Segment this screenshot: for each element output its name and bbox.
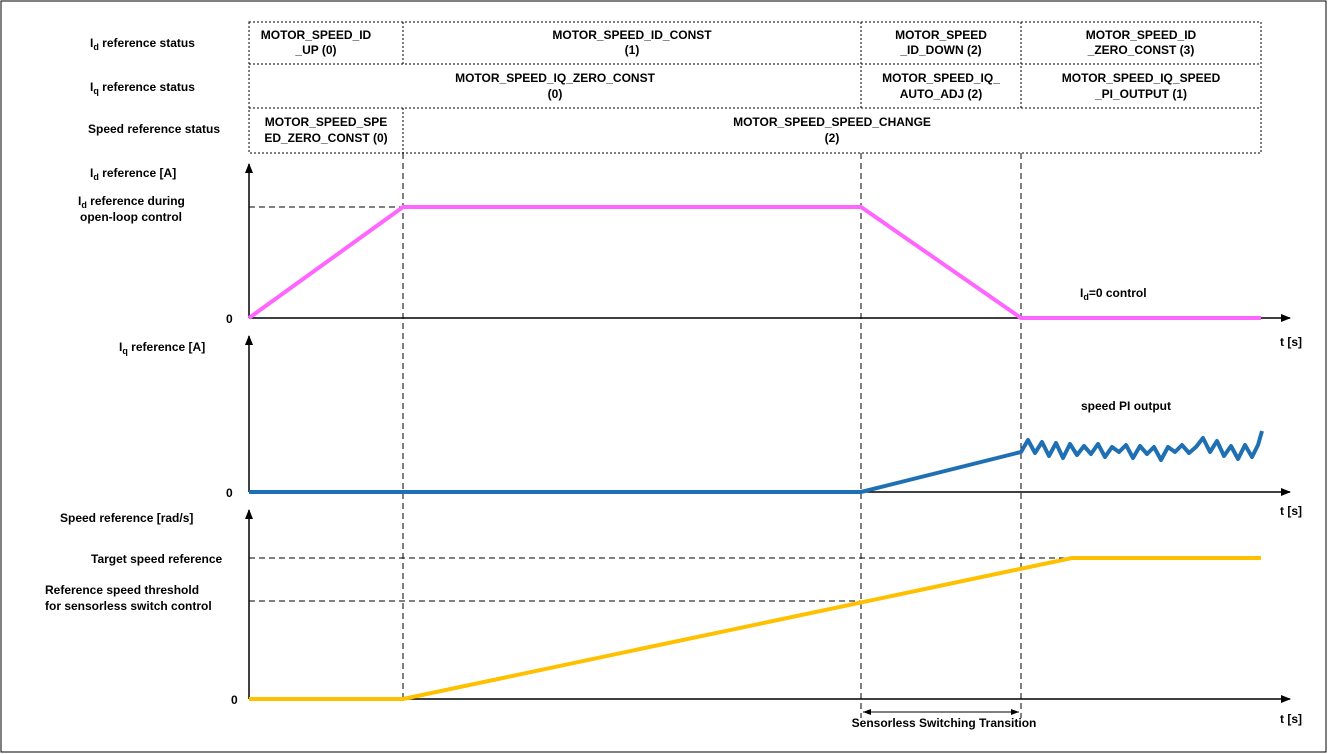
svg-text:MOTOR_SPEED: MOTOR_SPEED xyxy=(895,28,987,42)
id-status-cell-const: MOTOR_SPEED_ID_CONST (1) xyxy=(552,28,712,57)
iq-pi-output-annotation: speed PI output xyxy=(1081,399,1171,413)
svg-text:MOTOR_SPEED_ID_CONST: MOTOR_SPEED_ID_CONST xyxy=(552,28,712,42)
phase-guides xyxy=(402,153,1022,718)
speed-time-label: t [s] xyxy=(1280,712,1302,726)
id-level-label-line2: open-loop control xyxy=(80,210,182,224)
iq-zero-label: 0 xyxy=(226,486,233,500)
id-time-label: t [s] xyxy=(1280,335,1302,349)
speed-status-label: Speed reference status xyxy=(88,122,220,136)
iq-status-cell-pi-output: MOTOR_SPEED_IQ_SPEED _PI_OUTPUT (1) xyxy=(1062,71,1221,101)
svg-text:MOTOR_SPEED_SPEED_CHANGE: MOTOR_SPEED_SPEED_CHANGE xyxy=(733,115,931,129)
id-status-cell-down: MOTOR_SPEED _ID_DOWN (2) xyxy=(895,28,987,57)
svg-text:_ZERO_CONST (3): _ZERO_CONST (3) xyxy=(1087,43,1195,57)
svg-text:_PI_OUTPUT (1): _PI_OUTPUT (1) xyxy=(1094,87,1187,101)
svg-text:MOTOR_SPEED_ID: MOTOR_SPEED_ID xyxy=(261,28,372,42)
speed-status-cell-zero: MOTOR_SPEED_SPE ED_ZERO_CONST (0) xyxy=(264,115,387,145)
speed-panel: Speed reference [rad/s] Target speed ref… xyxy=(45,509,1302,730)
svg-text:(2): (2) xyxy=(825,131,840,145)
id-status-cell-zero: MOTOR_SPEED_ID _ZERO_CONST (3) xyxy=(1086,28,1197,57)
transition-label: Sensorless Switching Transition xyxy=(852,716,1037,730)
svg-text:(1): (1) xyxy=(625,43,640,57)
iq-reference-trace xyxy=(249,430,1264,494)
svg-text:ED_ZERO_CONST (0): ED_ZERO_CONST (0) xyxy=(264,131,387,145)
iq-axis-label: Iq reference [A] xyxy=(119,340,205,356)
id-reference-trace xyxy=(247,205,1261,320)
svg-text:MOTOR_SPEED_SPE: MOTOR_SPEED_SPE xyxy=(265,115,387,129)
id-axis-label: Id reference [A] xyxy=(90,166,176,182)
iq-time-label: t [s] xyxy=(1280,504,1302,518)
iq-status-cell-auto-adj: MOTOR_SPEED_IQ_ AUTO_ADJ (2) xyxy=(882,71,1000,101)
speed-axis-label: Speed reference [rad/s] xyxy=(60,511,193,525)
svg-text:_UP (0): _UP (0) xyxy=(294,43,336,57)
target-speed-label: Target speed reference xyxy=(91,552,222,566)
status-table xyxy=(248,21,1262,154)
iq-status-label: Iq reference status xyxy=(90,80,195,96)
iq-panel: Iq reference [A] 0 speed PI output t [s] xyxy=(119,335,1302,518)
svg-text:MOTOR_SPEED_ID: MOTOR_SPEED_ID xyxy=(1086,28,1197,42)
threshold-label-line1: Reference speed threshold xyxy=(45,583,199,597)
id-zero-control-annotation: Id=0 control xyxy=(1080,286,1147,302)
threshold-label-line2: for sensorless switch control xyxy=(45,599,212,613)
svg-text:MOTOR_SPEED_IQ_SPEED: MOTOR_SPEED_IQ_SPEED xyxy=(1062,71,1221,85)
svg-text:MOTOR_SPEED_IQ_: MOTOR_SPEED_IQ_ xyxy=(882,71,1000,85)
speed-zero-label: 0 xyxy=(231,693,238,707)
svg-text:(0): (0) xyxy=(548,87,563,101)
speed-reference-trace xyxy=(249,556,1261,701)
svg-text:_ID_DOWN (2): _ID_DOWN (2) xyxy=(899,43,981,57)
id-status-label: Id reference status xyxy=(90,36,195,52)
svg-text:AUTO_ADJ (2): AUTO_ADJ (2) xyxy=(900,87,982,101)
iq-status-cell-zero: MOTOR_SPEED_IQ_ZERO_CONST (0) xyxy=(455,71,655,101)
svg-text:MOTOR_SPEED_IQ_ZERO_CONST: MOTOR_SPEED_IQ_ZERO_CONST xyxy=(455,71,655,85)
speed-status-cell-change: MOTOR_SPEED_SPEED_CHANGE (2) xyxy=(733,115,931,145)
id-panel: Id reference [A] Id reference during ope… xyxy=(78,163,1302,349)
id-zero-label: 0 xyxy=(226,312,233,326)
id-level-label-line1: Id reference during xyxy=(78,194,185,210)
id-status-cell-up: MOTOR_SPEED_ID _UP (0) xyxy=(261,28,372,57)
